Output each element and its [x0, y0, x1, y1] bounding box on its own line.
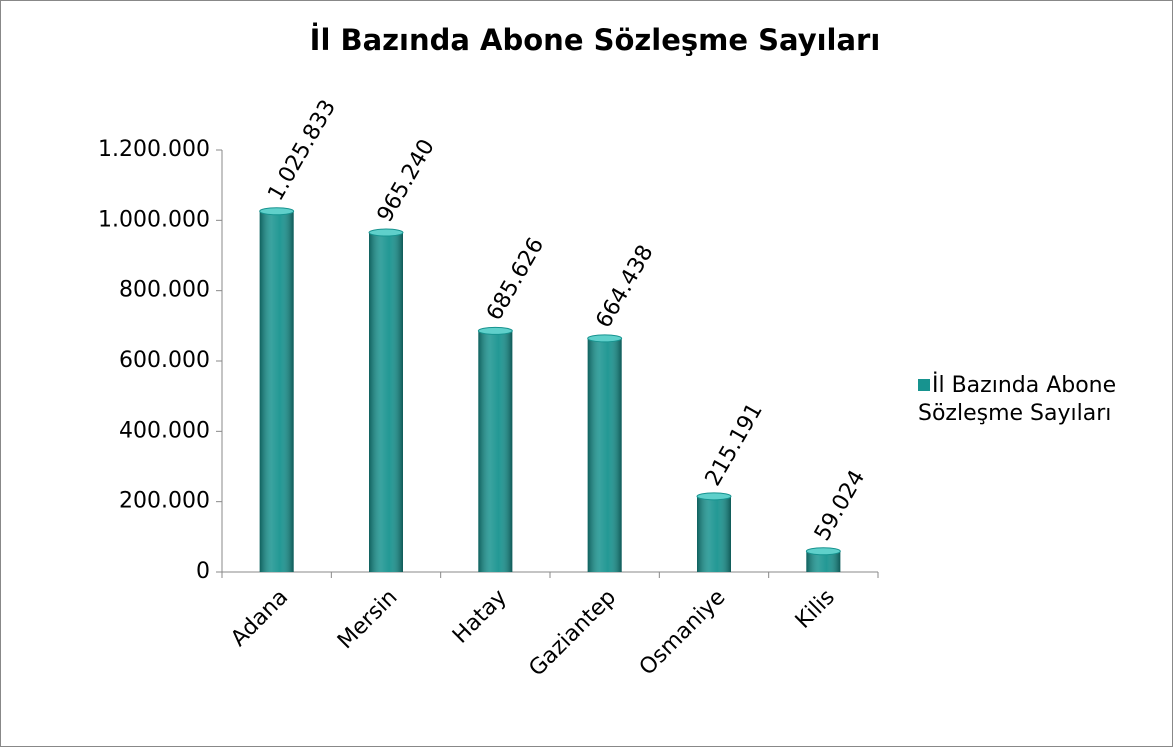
- bar-shade: [587, 338, 622, 572]
- y-tick-label: 800.000: [119, 278, 210, 303]
- bar-cap: [587, 334, 623, 343]
- y-tick-label: 1.000.000: [98, 207, 210, 232]
- y-tick-label: 1.200.000: [98, 137, 210, 162]
- bar-cap: [805, 547, 841, 556]
- bar-shade: [259, 211, 294, 573]
- legend: İl Bazında Abone Sözleşme Sayıları: [918, 372, 1168, 428]
- bar-cap: [259, 207, 295, 216]
- y-tick-label: 400.000: [119, 418, 210, 443]
- bar-shade: [806, 551, 841, 572]
- bar-cap: [477, 326, 513, 335]
- chart-title: İl Bazında Abone Sözleşme Sayıları: [310, 23, 881, 57]
- bar-shade: [697, 496, 731, 572]
- y-tick-label: 0: [196, 559, 210, 584]
- bar-cap: [368, 228, 404, 237]
- legend-swatch: [918, 379, 930, 391]
- y-tick-label: 200.000: [119, 489, 210, 514]
- bar-cap: [696, 492, 732, 501]
- legend-label: İl Bazında Abone Sözleşme Sayıları: [918, 373, 1117, 426]
- y-tick-label: 600.000: [119, 348, 210, 373]
- bar-shade: [369, 232, 403, 573]
- bar-shade: [478, 330, 513, 572]
